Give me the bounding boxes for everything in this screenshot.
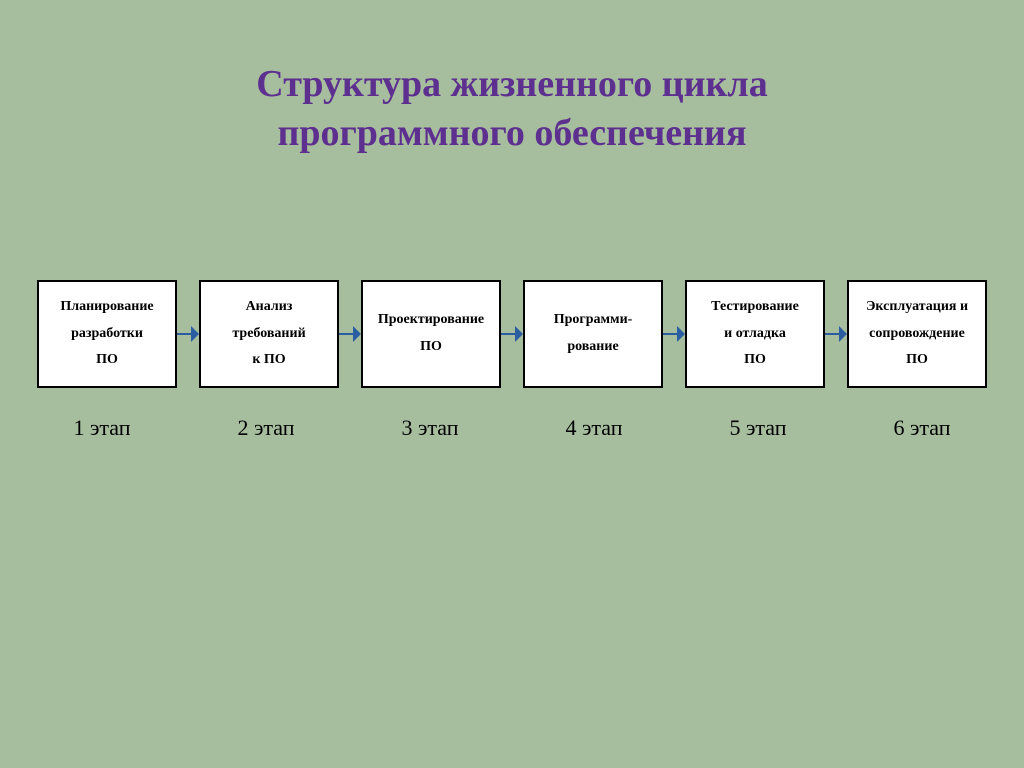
stage-box: Проектирование ПО (361, 280, 501, 388)
stage-box: Эксплуатация и сопровождение ПО (847, 280, 987, 388)
stage-box: Планирование разработки ПО (37, 280, 177, 388)
arrow-icon (825, 326, 847, 342)
arrow-icon (177, 326, 199, 342)
stage-label: 2 этап (185, 415, 347, 441)
arrow-icon (501, 326, 523, 342)
stage-label: 3 этап (349, 415, 511, 441)
slide-title: Структура жизненного цикла программного … (0, 60, 1024, 159)
stage-box: Тестирование и отладка ПО (685, 280, 825, 388)
arrow-icon (339, 326, 361, 342)
stage-label: 1 этап (21, 415, 183, 441)
flow-row: Планирование разработки ПОАнализ требова… (20, 280, 1004, 388)
stage-label: 6 этап (841, 415, 1003, 441)
slide: Структура жизненного цикла программного … (0, 0, 1024, 768)
stage-box: Анализ требований к ПО (199, 280, 339, 388)
stage-label: 4 этап (513, 415, 675, 441)
stage-box: Программи- рование (523, 280, 663, 388)
arrow-icon (663, 326, 685, 342)
stage-label: 5 этап (677, 415, 839, 441)
labels-row: 1 этап2 этап3 этап4 этап5 этап6 этап (20, 415, 1004, 441)
